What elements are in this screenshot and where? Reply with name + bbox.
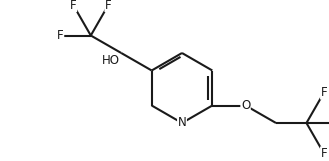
Text: F: F — [321, 147, 327, 160]
Text: F: F — [105, 0, 112, 12]
Text: HO: HO — [102, 55, 120, 67]
Text: F: F — [70, 0, 77, 12]
Text: F: F — [321, 86, 327, 99]
Text: O: O — [241, 99, 250, 112]
Text: N: N — [178, 117, 186, 129]
Text: F: F — [57, 29, 63, 42]
